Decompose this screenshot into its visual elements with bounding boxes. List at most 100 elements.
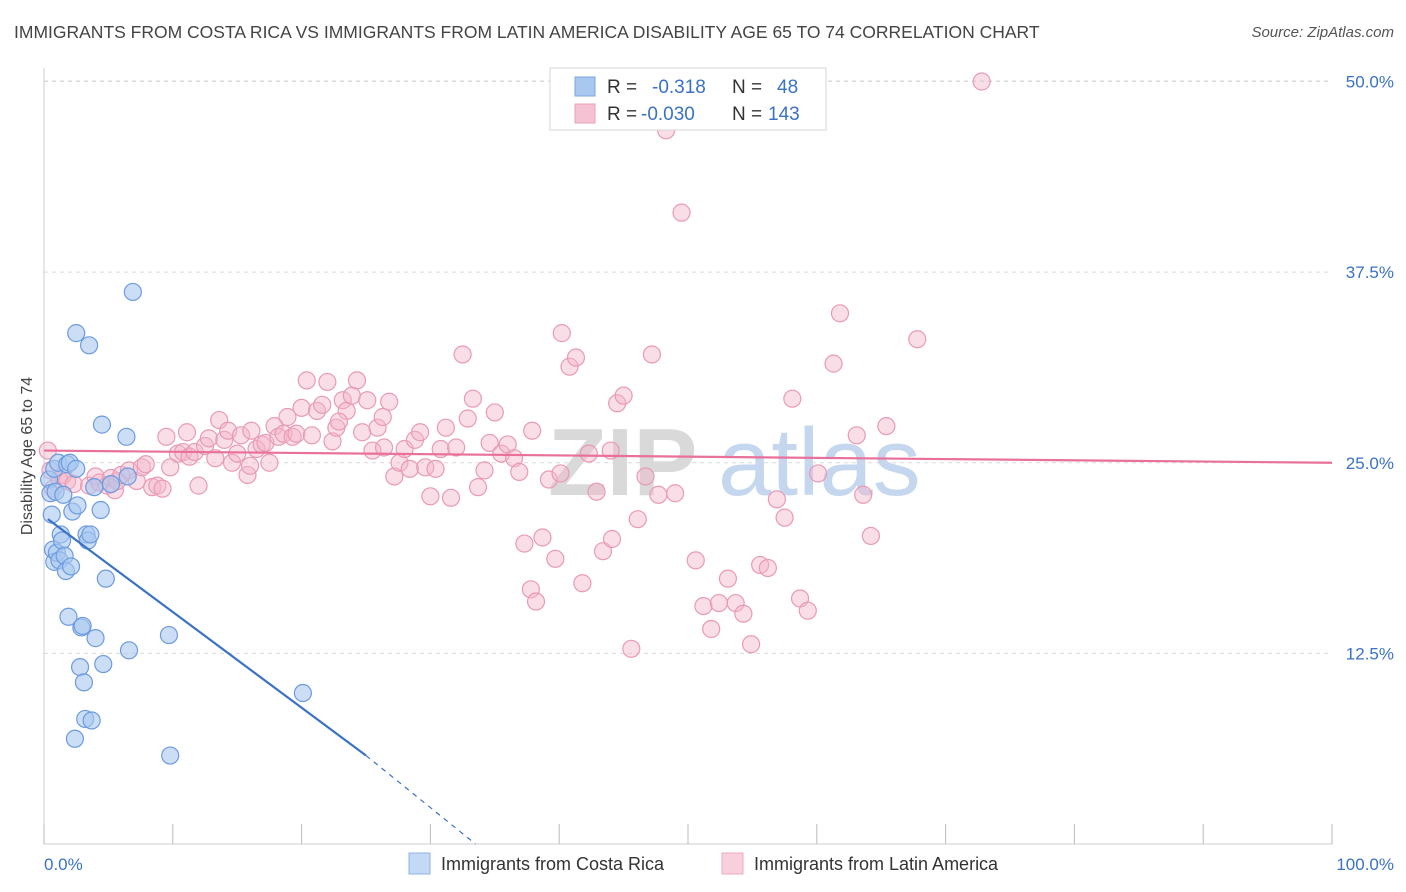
point-costa-rica <box>119 641 139 660</box>
point-latin-america <box>302 426 322 445</box>
point-latin-america <box>380 392 399 411</box>
x-tick-label-max: 100.0% <box>1336 855 1394 874</box>
point-costa-rica <box>70 657 90 677</box>
point-costa-rica <box>61 557 81 576</box>
point-latin-america <box>551 464 570 483</box>
point-costa-rica <box>65 729 85 748</box>
point-latin-america <box>734 604 753 623</box>
legend-n-value-1: 48 <box>777 77 798 98</box>
point-latin-america <box>622 639 641 658</box>
point-latin-america <box>410 423 430 442</box>
point-latin-america <box>385 467 404 486</box>
legend-n-value-2: 143 <box>768 104 800 125</box>
point-costa-rica <box>91 500 110 520</box>
point-costa-rica <box>94 654 113 674</box>
point-latin-america <box>573 574 592 593</box>
point-costa-rica <box>54 485 73 504</box>
point-latin-america <box>742 635 761 654</box>
point-latin-america <box>523 421 542 440</box>
legend-box <box>549 67 827 131</box>
point-latin-america <box>649 485 668 504</box>
x-tick-label-min: 0.0% <box>44 855 83 874</box>
point-latin-america <box>539 470 558 489</box>
point-latin-america <box>157 427 176 446</box>
trend-lines <box>43 449 1333 845</box>
point-costa-rica <box>67 324 86 343</box>
point-latin-america <box>485 403 504 422</box>
point-latin-america <box>515 534 534 553</box>
point-latin-america <box>177 423 197 442</box>
point-latin-america <box>329 412 349 431</box>
point-latin-america <box>847 426 866 445</box>
point-latin-america <box>636 467 655 486</box>
point-latin-america <box>458 409 477 428</box>
point-latin-america <box>447 438 466 457</box>
point-latin-america <box>368 418 387 437</box>
point-latin-america <box>231 426 251 445</box>
point-latin-america <box>297 371 316 390</box>
point-latin-america <box>436 418 455 437</box>
bottom-legend-label-costa-rica: Immigrants from Costa Rica <box>441 854 665 874</box>
point-latin-america <box>260 453 279 472</box>
point-latin-america <box>215 430 234 449</box>
point-latin-america <box>718 569 738 588</box>
point-costa-rica <box>74 673 94 692</box>
point-latin-america <box>854 485 873 504</box>
point-latin-america <box>808 464 828 483</box>
point-latin-america <box>323 432 342 451</box>
point-latin-america <box>475 461 494 480</box>
point-latin-america <box>510 462 529 481</box>
point-costa-rica <box>123 282 142 302</box>
point-latin-america <box>579 444 598 463</box>
y-tick-label: 50.0% <box>1346 73 1394 92</box>
point-latin-america <box>153 479 172 498</box>
legend: R = -0.318 N = 48 R = -0.030 N = 143 <box>549 67 827 131</box>
point-latin-america <box>775 508 794 527</box>
point-latin-america <box>453 345 472 364</box>
point-latin-america <box>373 407 392 427</box>
legend-n-label-2: N = <box>732 104 762 125</box>
point-latin-america <box>240 456 260 475</box>
point-latin-america <box>426 459 445 478</box>
point-latin-america <box>560 357 579 376</box>
y-tick-label: 25.0% <box>1346 454 1394 473</box>
y-axis-title: Disability Age 65 to 74 <box>19 377 36 535</box>
point-latin-america <box>287 424 306 443</box>
legend-r-value-1: -0.318 <box>652 77 706 98</box>
trend-line-costa-rica-extension <box>365 755 476 845</box>
point-costa-rica <box>81 525 100 544</box>
point-latin-america <box>666 484 685 503</box>
point-latin-america <box>228 444 247 463</box>
point-latin-america <box>292 398 311 417</box>
point-latin-america <box>672 203 691 222</box>
point-costa-rica <box>79 336 99 355</box>
y-tick-labels: 12.5% 25.0% 37.5% 50.0% <box>1346 73 1394 664</box>
legend-r-value-2: -0.030 <box>641 104 695 125</box>
point-latin-america <box>136 455 155 474</box>
point-costa-rica <box>68 496 87 515</box>
bottom-legend-label-latin-america: Immigrants from Latin America <box>754 854 999 874</box>
point-latin-america <box>877 417 896 436</box>
point-latin-america <box>148 476 167 495</box>
y-tick-label: 12.5% <box>1346 644 1394 663</box>
series-latin-america-points <box>38 72 991 658</box>
point-latin-america <box>702 619 721 639</box>
point-costa-rica <box>86 629 105 648</box>
point-latin-america <box>333 391 352 410</box>
point-latin-america <box>566 348 586 367</box>
trend-line-latin-america <box>43 449 1333 464</box>
bottom-legend-swatch-costa-rica <box>408 852 431 875</box>
point-latin-america <box>374 438 394 457</box>
point-latin-america <box>783 389 802 408</box>
point-latin-america <box>686 551 705 570</box>
point-latin-america <box>587 482 606 501</box>
point-latin-america <box>628 510 647 529</box>
point-latin-america <box>602 529 622 549</box>
point-latin-america <box>206 449 225 468</box>
point-latin-america <box>908 330 927 349</box>
point-latin-america <box>347 371 367 390</box>
point-latin-america <box>861 526 880 546</box>
point-latin-america <box>278 407 297 427</box>
chart-title: IMMIGRANTS FROM COSTA RICA VS IMMIGRANTS… <box>14 22 1040 42</box>
trend-line-costa-rica <box>47 518 367 757</box>
